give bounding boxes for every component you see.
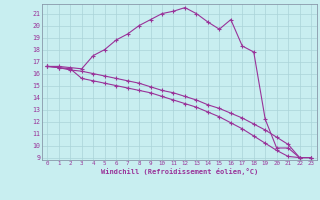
X-axis label: Windchill (Refroidissement éolien,°C): Windchill (Refroidissement éolien,°C) — [100, 168, 258, 175]
